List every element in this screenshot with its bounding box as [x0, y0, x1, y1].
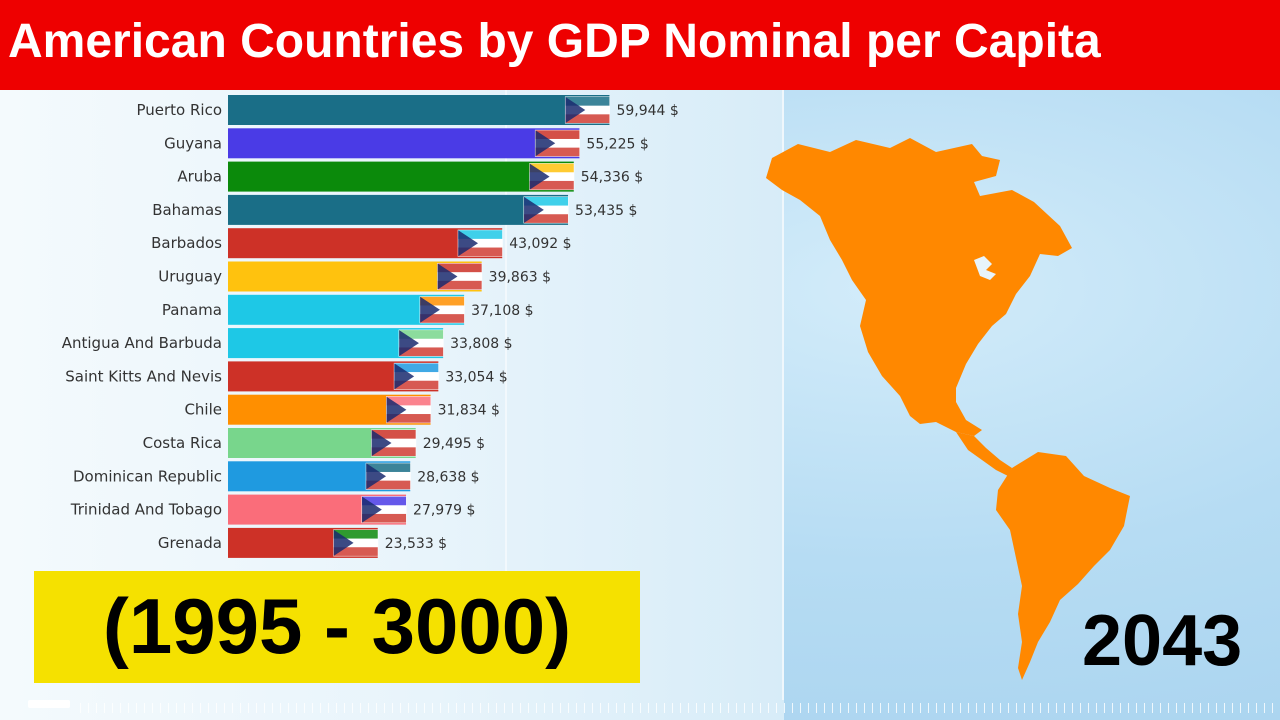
- category-label: Guyana: [164, 134, 222, 152]
- value-label: 54,336 $: [581, 170, 643, 186]
- value-label: 55,225 $: [586, 136, 648, 152]
- south-america-shape: [996, 452, 1130, 680]
- north-america-shape: [766, 138, 1072, 436]
- category-label: Saint Kitts And Nevis: [65, 367, 222, 385]
- value-label: 43,092 $: [509, 236, 571, 252]
- bar-puerto-rico: [228, 95, 610, 125]
- category-label: Grenada: [158, 534, 222, 552]
- great-lakes-shape: [974, 256, 996, 280]
- bar-bahamas: [228, 194, 569, 225]
- value-label: 39,863 $: [489, 270, 551, 286]
- americas-map: [766, 138, 1130, 680]
- panel-divider: [782, 90, 784, 700]
- value-label: 59,944 $: [616, 103, 678, 119]
- category-label: Puerto Rico: [136, 101, 222, 119]
- year-range-label: (1995 - 3000): [34, 571, 640, 683]
- flag-trinidad-and-tobago-icon: [361, 496, 407, 524]
- timeline-handle[interactable]: [28, 700, 70, 708]
- flag-dominican-republic-icon: [365, 462, 411, 490]
- category-label: Panama: [162, 301, 222, 319]
- category-label: Antigua And Barbuda: [62, 334, 222, 352]
- category-label: Uruguay: [158, 268, 222, 286]
- flag-puerto-rico-icon: [564, 96, 610, 124]
- value-label: 37,108 $: [471, 303, 533, 319]
- flag-uruguay-icon: [437, 263, 483, 290]
- category-label: Chile: [184, 401, 222, 419]
- bar-aruba: [228, 161, 574, 192]
- timeline-ruler: [80, 703, 1280, 713]
- category-label: Costa Rica: [143, 434, 222, 452]
- flag-guyana-icon: [534, 129, 580, 157]
- flag-chile-icon: [386, 396, 432, 424]
- bar-chart: Puerto Rico 59,944 $ Guyana 55,225 $ Aruba 54…: [62, 90, 679, 670]
- bar-guyana: [228, 128, 580, 159]
- category-label: Aruba: [177, 168, 222, 186]
- current-year: 2043: [1082, 601, 1243, 681]
- value-label: 53,435 $: [575, 203, 637, 219]
- flag-panama-icon: [419, 296, 465, 324]
- flag-grenada-icon: [333, 529, 379, 557]
- value-label: 33,054 $: [445, 369, 507, 385]
- value-label: 31,834 $: [438, 403, 500, 419]
- flag-bahamas-icon: [523, 196, 569, 224]
- value-label: 23,533 $: [385, 536, 447, 552]
- value-label: 28,638 $: [417, 469, 479, 485]
- flag-antigua-and-barbuda-icon: [398, 329, 444, 357]
- value-label: 33,808 $: [450, 336, 512, 352]
- bar-barbados: [228, 228, 503, 259]
- category-label: Bahamas: [152, 201, 222, 219]
- flag-costa-rica-icon: [371, 429, 417, 457]
- flag-saint-kitts-and-nevis-icon: [393, 362, 439, 390]
- category-label: Dominican Republic: [73, 467, 222, 485]
- flag-aruba-icon: [529, 163, 575, 191]
- value-label: 27,979 $: [413, 503, 475, 519]
- category-label: Barbados: [151, 234, 222, 252]
- flag-barbados-icon: [457, 229, 503, 257]
- chart-title: American Countries by GDP Nominal per Ca…: [0, 0, 1280, 90]
- value-label: 29,495 $: [423, 436, 485, 452]
- category-label: Trinidad And Tobago: [70, 501, 222, 519]
- central-america-shape: [956, 432, 1012, 476]
